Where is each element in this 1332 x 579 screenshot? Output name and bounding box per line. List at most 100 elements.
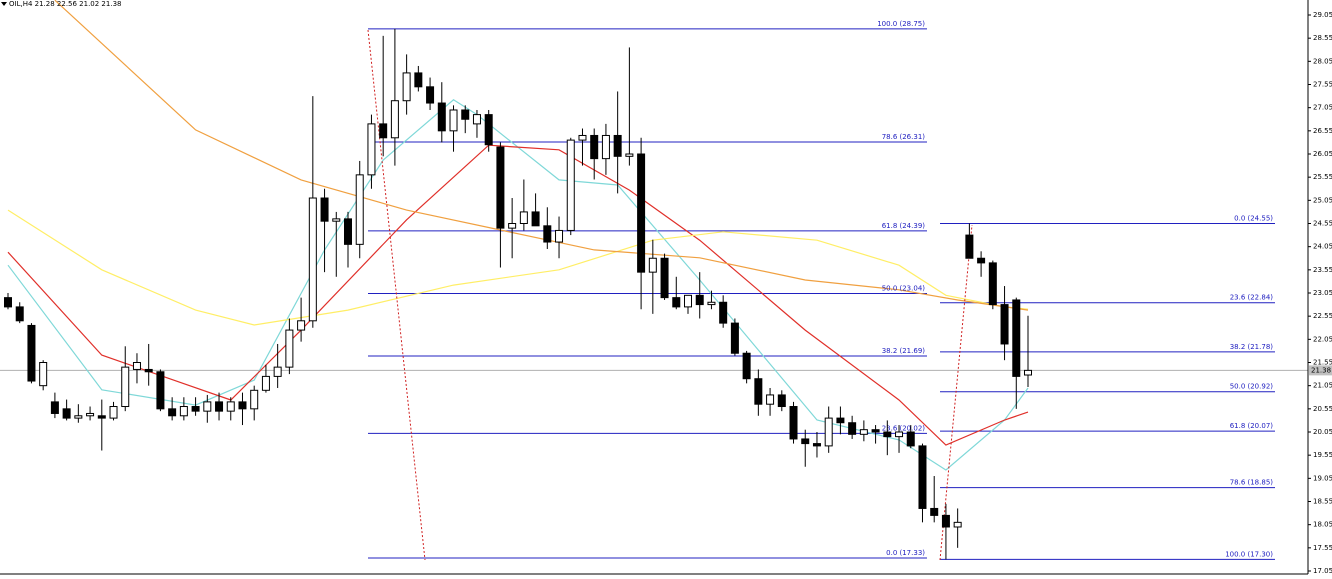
candle-body	[730, 322, 739, 354]
candle-body	[977, 257, 986, 264]
candle-body	[86, 412, 95, 417]
fib-label: 23.6 (22.84)	[1230, 294, 1274, 302]
candle-body	[836, 417, 845, 424]
candle-body	[625, 153, 634, 157]
candle-body	[906, 431, 915, 447]
y-tick-label: 22.05	[1313, 335, 1332, 343]
last-price-label: 21.38	[1311, 366, 1331, 374]
y-tick-label: 19.05	[1313, 474, 1332, 482]
y-tick-label: 29.05	[1313, 11, 1332, 19]
fib-label: 50.0 (23.04)	[882, 284, 926, 292]
candle-body	[543, 225, 552, 243]
candle-body	[1024, 369, 1032, 376]
candle-body	[74, 415, 83, 419]
candle-body	[402, 72, 411, 102]
fib-label: 61.8 (24.39)	[882, 222, 926, 230]
fib-label: 38.2 (21.69)	[882, 347, 926, 355]
candle-body	[719, 301, 728, 324]
candle-body	[637, 153, 646, 273]
y-tick-label: 27.55	[1313, 81, 1332, 89]
candle-body	[707, 301, 716, 306]
candle-body	[226, 401, 235, 412]
candle-body	[449, 109, 458, 132]
candle-body	[672, 297, 681, 308]
candle-body	[766, 394, 775, 405]
y-tick-label: 25.55	[1313, 173, 1332, 181]
fib-label: 61.8 (20.07)	[1230, 422, 1274, 430]
candle-body	[754, 378, 763, 405]
y-tick-label: 23.05	[1313, 289, 1332, 297]
candle-body	[1012, 299, 1021, 377]
y-tick-label: 21.05	[1313, 382, 1332, 390]
candle-body	[414, 72, 423, 88]
candle-body	[4, 297, 12, 308]
candle-body	[367, 123, 376, 176]
candle-body	[97, 415, 106, 419]
menu-arrow[interactable]	[1, 2, 7, 6]
candle-body	[168, 408, 177, 417]
candle-body	[320, 197, 329, 222]
candle-body	[39, 362, 48, 387]
y-tick-label: 21.55	[1313, 359, 1332, 367]
fib-trendline	[367, 29, 426, 561]
candle-body	[472, 114, 481, 125]
candle-body	[953, 521, 962, 528]
fib-label: 50.0 (20.92)	[1230, 383, 1274, 391]
candle-body	[824, 417, 833, 447]
candle-body	[812, 443, 821, 447]
candle-body	[215, 401, 224, 412]
candle-body	[496, 146, 505, 229]
fib-label: 38.2 (21.78)	[1230, 343, 1274, 351]
y-tick-label: 24.05	[1313, 243, 1332, 251]
candle-body	[941, 514, 950, 528]
candle-body	[27, 324, 36, 382]
candle-body	[684, 294, 692, 308]
y-tick-label: 18.55	[1313, 498, 1332, 506]
candle-body	[191, 406, 200, 412]
candle-body	[390, 100, 399, 139]
candle-body	[355, 174, 364, 245]
candle-body	[871, 429, 880, 433]
y-tick-label: 25.05	[1313, 196, 1332, 204]
candle-body	[566, 139, 575, 231]
candle-body	[660, 257, 669, 299]
y-tick-label: 26.55	[1313, 127, 1332, 135]
candle-body	[519, 211, 528, 225]
candle-body	[261, 375, 270, 391]
candle-body	[156, 371, 165, 410]
y-tick-label: 24.55	[1313, 220, 1332, 228]
candle-body	[179, 406, 188, 417]
candle-body	[238, 401, 247, 410]
moving-average	[7, 99, 1029, 471]
candle-body	[508, 223, 517, 229]
candle-body	[203, 401, 212, 412]
y-tick-label: 18.05	[1313, 521, 1332, 529]
candle-body	[109, 406, 118, 419]
candle-body	[379, 123, 388, 139]
candle-body	[965, 234, 974, 259]
candle-body	[601, 134, 610, 160]
candle-body	[344, 218, 352, 245]
candle-body	[789, 406, 798, 440]
chart-title: OIL,H4 21.28 22.56 21.02 21.38	[9, 0, 121, 8]
candle-body	[555, 229, 564, 243]
y-tick-label: 19.55	[1313, 451, 1332, 459]
candle-body	[461, 109, 470, 120]
candle-body	[50, 401, 59, 414]
candle-body	[144, 368, 153, 373]
fib-label: 100.0 (17.30)	[1225, 550, 1273, 558]
y-tick-label: 27.05	[1313, 104, 1332, 112]
y-tick-label: 22.55	[1313, 312, 1332, 320]
candle-body	[883, 431, 892, 438]
candle-body	[895, 431, 904, 438]
candle-body	[742, 352, 751, 380]
candle-body	[648, 257, 657, 273]
y-tick-label: 20.55	[1313, 405, 1332, 413]
candle-body	[613, 134, 622, 157]
candle-body	[988, 262, 997, 306]
candle-body	[285, 329, 294, 368]
fib-label: 78.6 (26.31)	[882, 133, 926, 141]
fib-label: 0.0 (17.33)	[886, 549, 925, 557]
candle-body	[695, 294, 704, 306]
